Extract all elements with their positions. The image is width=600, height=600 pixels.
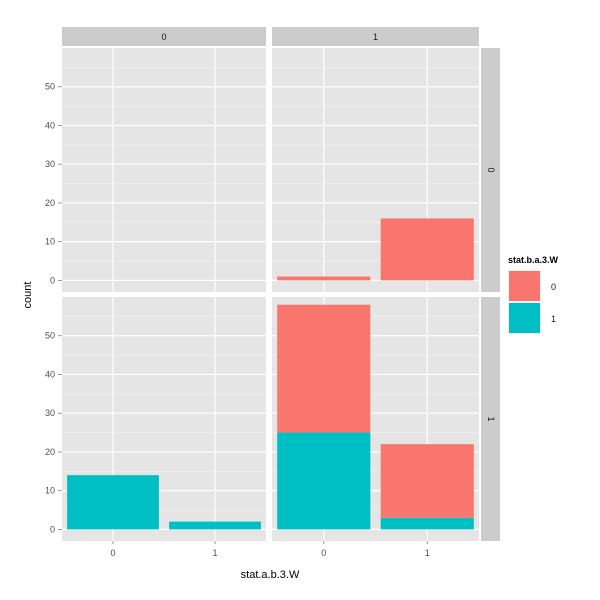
legend-title: stat.b.a.3.W xyxy=(508,255,559,265)
strips-layer: 0 1 0 1 xyxy=(62,27,500,541)
legend-label: 0 xyxy=(551,282,556,292)
y-tick-label: 40 xyxy=(45,369,55,379)
row-strip-1: 1 xyxy=(481,297,500,541)
legend-label: 1 xyxy=(551,314,556,324)
col-strip-label: 0 xyxy=(161,32,166,42)
row-strip-background xyxy=(481,297,500,541)
panels-layer xyxy=(62,48,479,541)
bar-1-1-0-group-0 xyxy=(277,304,371,433)
panel-1-1 xyxy=(272,297,479,541)
row-strip-label: 1 xyxy=(486,416,496,421)
x-tick-label: 0 xyxy=(110,548,115,558)
legend-key-swatch xyxy=(509,271,540,301)
bar-1-0-1-group-0 xyxy=(380,218,474,281)
y-tick-label: 10 xyxy=(45,486,55,496)
col-strip-background xyxy=(62,27,266,46)
row-strip-label: 0 xyxy=(486,167,496,172)
x-tick-label: 1 xyxy=(212,548,217,558)
x-axis-title: stat.a.b.3.W xyxy=(241,569,300,581)
x-tick-label: 0 xyxy=(321,548,326,558)
bar-1-1-1-group-1 xyxy=(380,517,474,530)
y-tick-label: 50 xyxy=(45,82,55,92)
col-strip-1: 1 xyxy=(272,27,479,46)
panel-background xyxy=(62,48,266,292)
col-strip-background xyxy=(272,27,479,46)
y-tick-label: 50 xyxy=(45,331,55,341)
y-tick-label: 30 xyxy=(45,159,55,169)
y-tick-label: 30 xyxy=(45,408,55,418)
col-strip-label: 1 xyxy=(373,32,378,42)
row-strip-background xyxy=(481,48,500,292)
y-tick-label: 0 xyxy=(50,275,55,285)
bar-0-1-1-group-1 xyxy=(169,521,261,530)
bar-1-1-0-group-1 xyxy=(277,432,371,530)
legend-entry-1: 1 xyxy=(508,302,556,334)
y-axis-title: count xyxy=(22,282,34,309)
panel-0-1 xyxy=(62,297,266,541)
row-strip-0: 0 xyxy=(481,48,500,292)
bar-0-1-0-group-1 xyxy=(67,475,159,530)
panel-0-0 xyxy=(62,48,266,292)
bar-1-0-0-group-0 xyxy=(277,276,371,281)
y-tick-label: 0 xyxy=(50,524,55,534)
x-tick-label: 1 xyxy=(425,548,430,558)
y-tick-label: 40 xyxy=(45,120,55,130)
legend-key-swatch xyxy=(509,303,540,333)
legend: stat.b.a.3.W 0 1 xyxy=(508,255,559,334)
y-tick-label: 20 xyxy=(45,447,55,457)
y-tick-label: 10 xyxy=(45,237,55,247)
col-strip-0: 0 xyxy=(62,27,266,46)
panel-1-0 xyxy=(272,48,479,292)
legend-entry-0: 0 xyxy=(508,270,556,302)
y-tick-label: 20 xyxy=(45,198,55,208)
bar-1-1-1-group-0 xyxy=(380,444,474,518)
